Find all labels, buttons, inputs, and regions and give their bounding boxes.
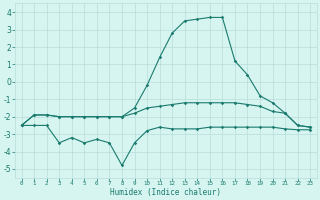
X-axis label: Humidex (Indice chaleur): Humidex (Indice chaleur) [110, 188, 221, 197]
